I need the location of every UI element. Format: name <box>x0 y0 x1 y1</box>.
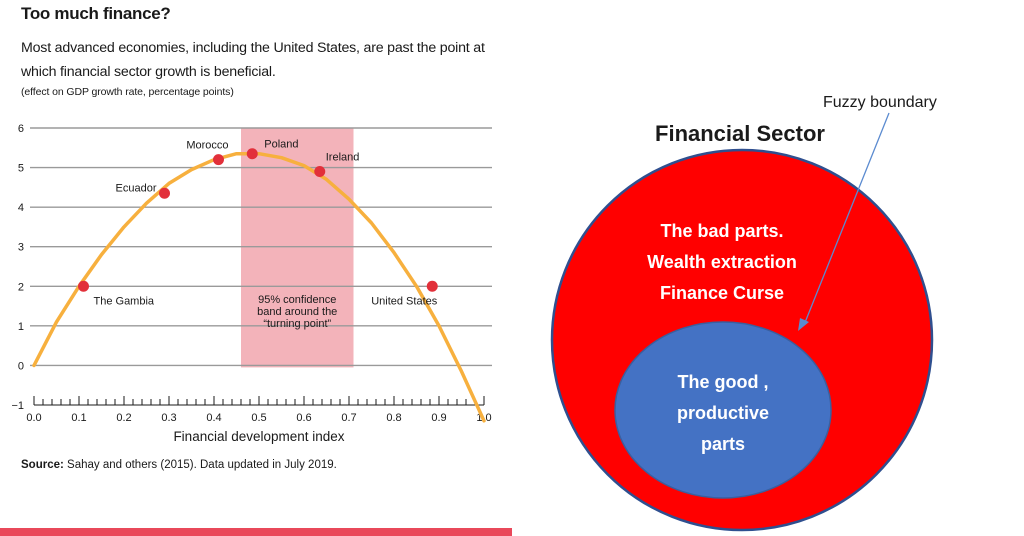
source-label: Source: <box>21 459 64 471</box>
diagram-title: Financial Sector <box>655 121 825 146</box>
x-tick-label: 0.1 <box>71 412 86 424</box>
bottom-accent-bar <box>0 528 512 536</box>
chart-unit-note: (effect on GDP growth rate, percentage p… <box>21 86 234 98</box>
inner-label-line: The good , <box>678 372 769 392</box>
annotation-arrowhead <box>798 318 809 331</box>
point-label: Morocco <box>186 140 228 152</box>
x-tick-label: 0.0 <box>26 412 41 424</box>
outer-label-line: Wealth extraction <box>647 252 797 272</box>
chart-panel: Too much finance? Most advanced economie… <box>0 4 512 536</box>
x-tick-label: 0.8 <box>386 412 401 424</box>
y-tick-label: 5 <box>18 163 24 175</box>
data-point <box>159 187 170 199</box>
source-text: Sahay and others (2015). Data updated in… <box>67 459 337 471</box>
diagram-panel: Financial Sector The bad parts. Wealth ext… <box>512 0 1024 536</box>
point-label: United States <box>371 295 438 307</box>
chart-title: Too much finance? <box>21 4 171 23</box>
band-label-line: “turning point” <box>263 318 331 330</box>
x-tick-label: 0.6 <box>296 412 311 424</box>
inner-label-line: productive <box>677 403 769 423</box>
point-label: Ireland <box>326 152 360 164</box>
data-point <box>426 280 438 292</box>
financial-sector-diagram: Financial Sector The bad parts. Wealth ext… <box>550 94 937 532</box>
x-tick-label: 0.5 <box>251 412 266 424</box>
y-tick-label: 3 <box>18 242 24 254</box>
data-point <box>246 148 258 160</box>
growth-curve <box>32 151 486 423</box>
y-tick-label: 4 <box>18 202 24 214</box>
data-point <box>78 280 89 292</box>
point-label: Poland <box>264 139 298 151</box>
outer-label-line: Finance Curse <box>660 283 784 303</box>
inner-label-line: parts <box>701 434 745 454</box>
data-point <box>213 154 224 166</box>
x-axis-label: Financial development index <box>173 429 344 444</box>
source-note: Source: Sahay and others (2015). Data up… <box>21 459 337 471</box>
chart-subtitle: Most advanced economies, including the U… <box>21 40 485 80</box>
inner-circle <box>614 321 832 499</box>
x-tick-label: 0.7 <box>341 412 356 424</box>
point-label: Ecuador <box>116 182 157 194</box>
x-tick-label: 0.2 <box>116 412 131 424</box>
y-tick-label: 2 <box>18 281 24 293</box>
annotation-arrow-line <box>803 112 890 326</box>
outer-label-line: The bad parts. <box>660 221 783 241</box>
y-tick-label: 0 <box>18 360 24 372</box>
band-label-line: 95% confidence <box>258 294 336 306</box>
x-tick-label: 0.9 <box>431 412 446 424</box>
y-tick-label: 1 <box>18 321 24 333</box>
x-tick-label: 0.3 <box>161 412 176 424</box>
band-label-line: band around the <box>257 306 337 318</box>
y-tick-label: −1 <box>11 400 24 412</box>
y-tick-label: 6 <box>18 123 24 135</box>
data-point <box>314 166 326 178</box>
fuzzy-boundary-label: Fuzzy boundary <box>823 94 937 111</box>
point-label: The Gambia <box>94 295 155 307</box>
x-tick-label: 0.4 <box>206 412 221 424</box>
